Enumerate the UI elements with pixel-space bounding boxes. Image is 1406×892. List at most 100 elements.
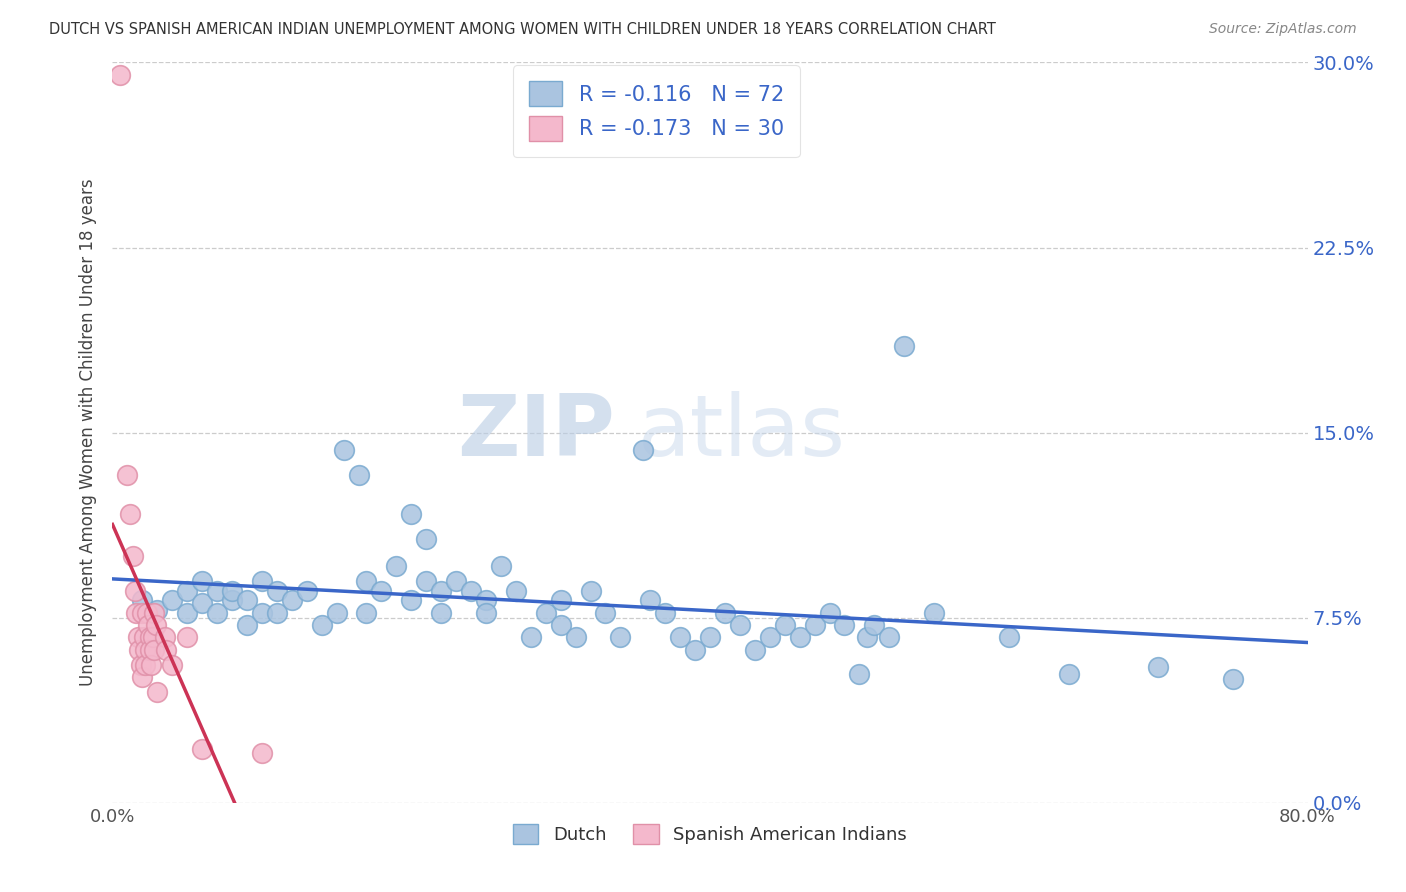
Point <box>205 583 228 598</box>
Point <box>520 631 543 645</box>
Point <box>356 574 378 588</box>
Point <box>250 747 273 761</box>
Legend: Dutch, Spanish American Indians: Dutch, Spanish American Indians <box>505 815 915 853</box>
Point <box>415 574 437 588</box>
Point <box>155 642 177 657</box>
Point <box>1057 667 1080 681</box>
Point <box>669 631 692 645</box>
Point <box>128 642 150 657</box>
Point <box>153 631 176 645</box>
Point <box>415 532 437 546</box>
Point <box>236 618 259 632</box>
Point <box>134 642 156 657</box>
Point <box>863 618 886 632</box>
Point <box>281 593 304 607</box>
Point <box>146 603 169 617</box>
Point <box>728 618 751 632</box>
Point <box>475 593 498 607</box>
Point <box>430 583 453 598</box>
Point <box>205 606 228 620</box>
Point <box>191 741 214 756</box>
Point <box>162 593 183 607</box>
Point <box>460 583 482 598</box>
Point <box>550 618 572 632</box>
Point <box>131 670 153 684</box>
Point <box>142 631 165 645</box>
Point <box>803 618 825 632</box>
Point <box>789 631 811 645</box>
Text: DUTCH VS SPANISH AMERICAN INDIAN UNEMPLOYMENT AMONG WOMEN WITH CHILDREN UNDER 18: DUTCH VS SPANISH AMERICAN INDIAN UNEMPLO… <box>49 22 995 37</box>
Point <box>744 642 766 657</box>
Point <box>631 442 654 457</box>
Point <box>579 583 602 598</box>
Point <box>221 593 243 607</box>
Point <box>143 642 166 657</box>
Point <box>489 558 512 573</box>
Point <box>125 606 148 620</box>
Point <box>773 618 796 632</box>
Point <box>654 606 676 620</box>
Point <box>131 606 153 620</box>
Point <box>266 583 288 598</box>
Point <box>108 68 131 82</box>
Point <box>759 631 782 645</box>
Point <box>250 574 273 588</box>
Point <box>139 631 162 645</box>
Point <box>834 618 856 632</box>
Point <box>146 685 169 699</box>
Point <box>191 574 214 588</box>
Point <box>132 631 155 645</box>
Point <box>135 606 157 620</box>
Point <box>818 606 841 620</box>
Point <box>401 593 423 607</box>
Point <box>879 631 901 645</box>
Point <box>475 606 498 620</box>
Point <box>311 618 333 632</box>
Point <box>893 339 915 353</box>
Point <box>714 606 737 620</box>
Point <box>534 606 557 620</box>
Text: ZIP: ZIP <box>457 391 614 475</box>
Point <box>1147 660 1170 674</box>
Text: Source: ZipAtlas.com: Source: ZipAtlas.com <box>1209 22 1357 37</box>
Point <box>191 596 214 610</box>
Y-axis label: Unemployment Among Women with Children Under 18 years: Unemployment Among Women with Children U… <box>79 178 97 687</box>
Point <box>124 583 146 598</box>
Point <box>564 631 586 645</box>
Point <box>221 583 243 598</box>
Point <box>333 442 356 457</box>
Point <box>385 558 408 573</box>
Point <box>356 606 378 620</box>
Point <box>266 606 288 620</box>
Point <box>131 593 153 607</box>
Point <box>162 657 183 672</box>
Point <box>922 606 945 620</box>
Point <box>347 467 370 482</box>
Point <box>856 631 879 645</box>
Point <box>444 574 467 588</box>
Point <box>143 606 166 620</box>
Point <box>176 631 198 645</box>
Text: atlas: atlas <box>638 391 846 475</box>
Point <box>848 667 870 681</box>
Point <box>325 606 347 620</box>
Point <box>295 583 318 598</box>
Point <box>699 631 721 645</box>
Point <box>595 606 617 620</box>
Point <box>430 606 453 620</box>
Point <box>505 583 527 598</box>
Point <box>236 593 259 607</box>
Point <box>176 606 198 620</box>
Point <box>129 657 152 672</box>
Point <box>120 507 142 521</box>
Point <box>250 606 273 620</box>
Point <box>138 618 160 632</box>
Point <box>998 631 1021 645</box>
Point <box>134 657 156 672</box>
Point <box>640 593 662 607</box>
Point <box>370 583 392 598</box>
Point <box>122 549 145 563</box>
Point <box>176 583 198 598</box>
Point <box>141 657 163 672</box>
Point <box>609 631 631 645</box>
